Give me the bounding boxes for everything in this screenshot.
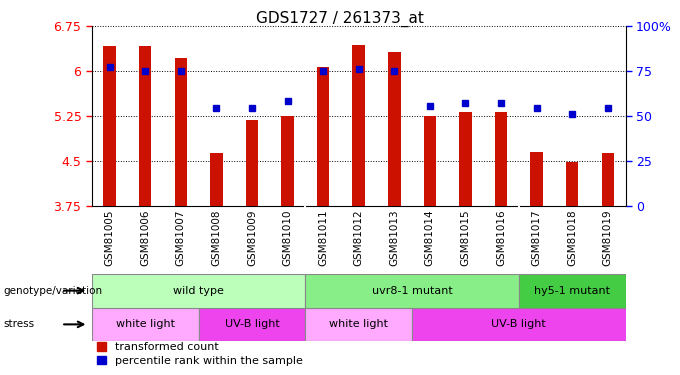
Bar	[175, 58, 187, 206]
Text: UV-B light: UV-B light	[492, 320, 546, 329]
Text: wild type: wild type	[173, 286, 224, 296]
Bar	[566, 162, 579, 206]
Text: GSM81012: GSM81012	[354, 210, 364, 266]
Bar	[424, 116, 436, 206]
Text: GSM81018: GSM81018	[567, 210, 577, 266]
Text: uvr8-1 mutant: uvr8-1 mutant	[372, 286, 452, 296]
Bar	[139, 46, 152, 206]
Text: GSM81008: GSM81008	[211, 210, 222, 266]
Bar	[495, 112, 507, 206]
Text: GSM81014: GSM81014	[425, 210, 435, 266]
Bar	[459, 112, 472, 206]
Text: hy5-1 mutant: hy5-1 mutant	[534, 286, 610, 296]
Text: GSM81017: GSM81017	[532, 210, 542, 266]
Bar	[519, 274, 626, 308]
Text: GSM81006: GSM81006	[140, 210, 150, 266]
Text: GSM81011: GSM81011	[318, 210, 328, 266]
Text: UV-B light: UV-B light	[224, 320, 279, 329]
Bar	[412, 308, 626, 341]
Text: white light: white light	[116, 320, 175, 329]
Bar	[199, 308, 305, 341]
Bar	[317, 67, 329, 206]
Text: GSM81016: GSM81016	[496, 210, 506, 266]
Text: genotype/variation: genotype/variation	[3, 286, 103, 296]
Text: white light: white light	[329, 320, 388, 329]
Text: GSM81007: GSM81007	[175, 210, 186, 266]
Bar	[245, 120, 258, 206]
Bar	[530, 152, 543, 206]
Text: GDS1727 / 261373_at: GDS1727 / 261373_at	[256, 11, 424, 27]
Bar	[92, 274, 305, 308]
Text: GSM81009: GSM81009	[247, 210, 257, 266]
Text: GSM81005: GSM81005	[105, 210, 115, 266]
Text: GSM81019: GSM81019	[602, 210, 613, 266]
Bar	[103, 46, 116, 206]
Bar	[305, 308, 412, 341]
Text: GSM81010: GSM81010	[282, 210, 292, 266]
Bar	[305, 274, 519, 308]
Text: stress: stress	[3, 320, 35, 329]
Bar	[282, 116, 294, 206]
Bar	[602, 153, 614, 206]
Bar	[388, 52, 401, 206]
Text: GSM81013: GSM81013	[389, 210, 399, 266]
Text: GSM81015: GSM81015	[460, 210, 471, 266]
Legend: transformed count, percentile rank within the sample: transformed count, percentile rank withi…	[97, 342, 303, 366]
Bar	[210, 153, 222, 206]
Bar	[92, 308, 199, 341]
Bar	[352, 45, 365, 206]
